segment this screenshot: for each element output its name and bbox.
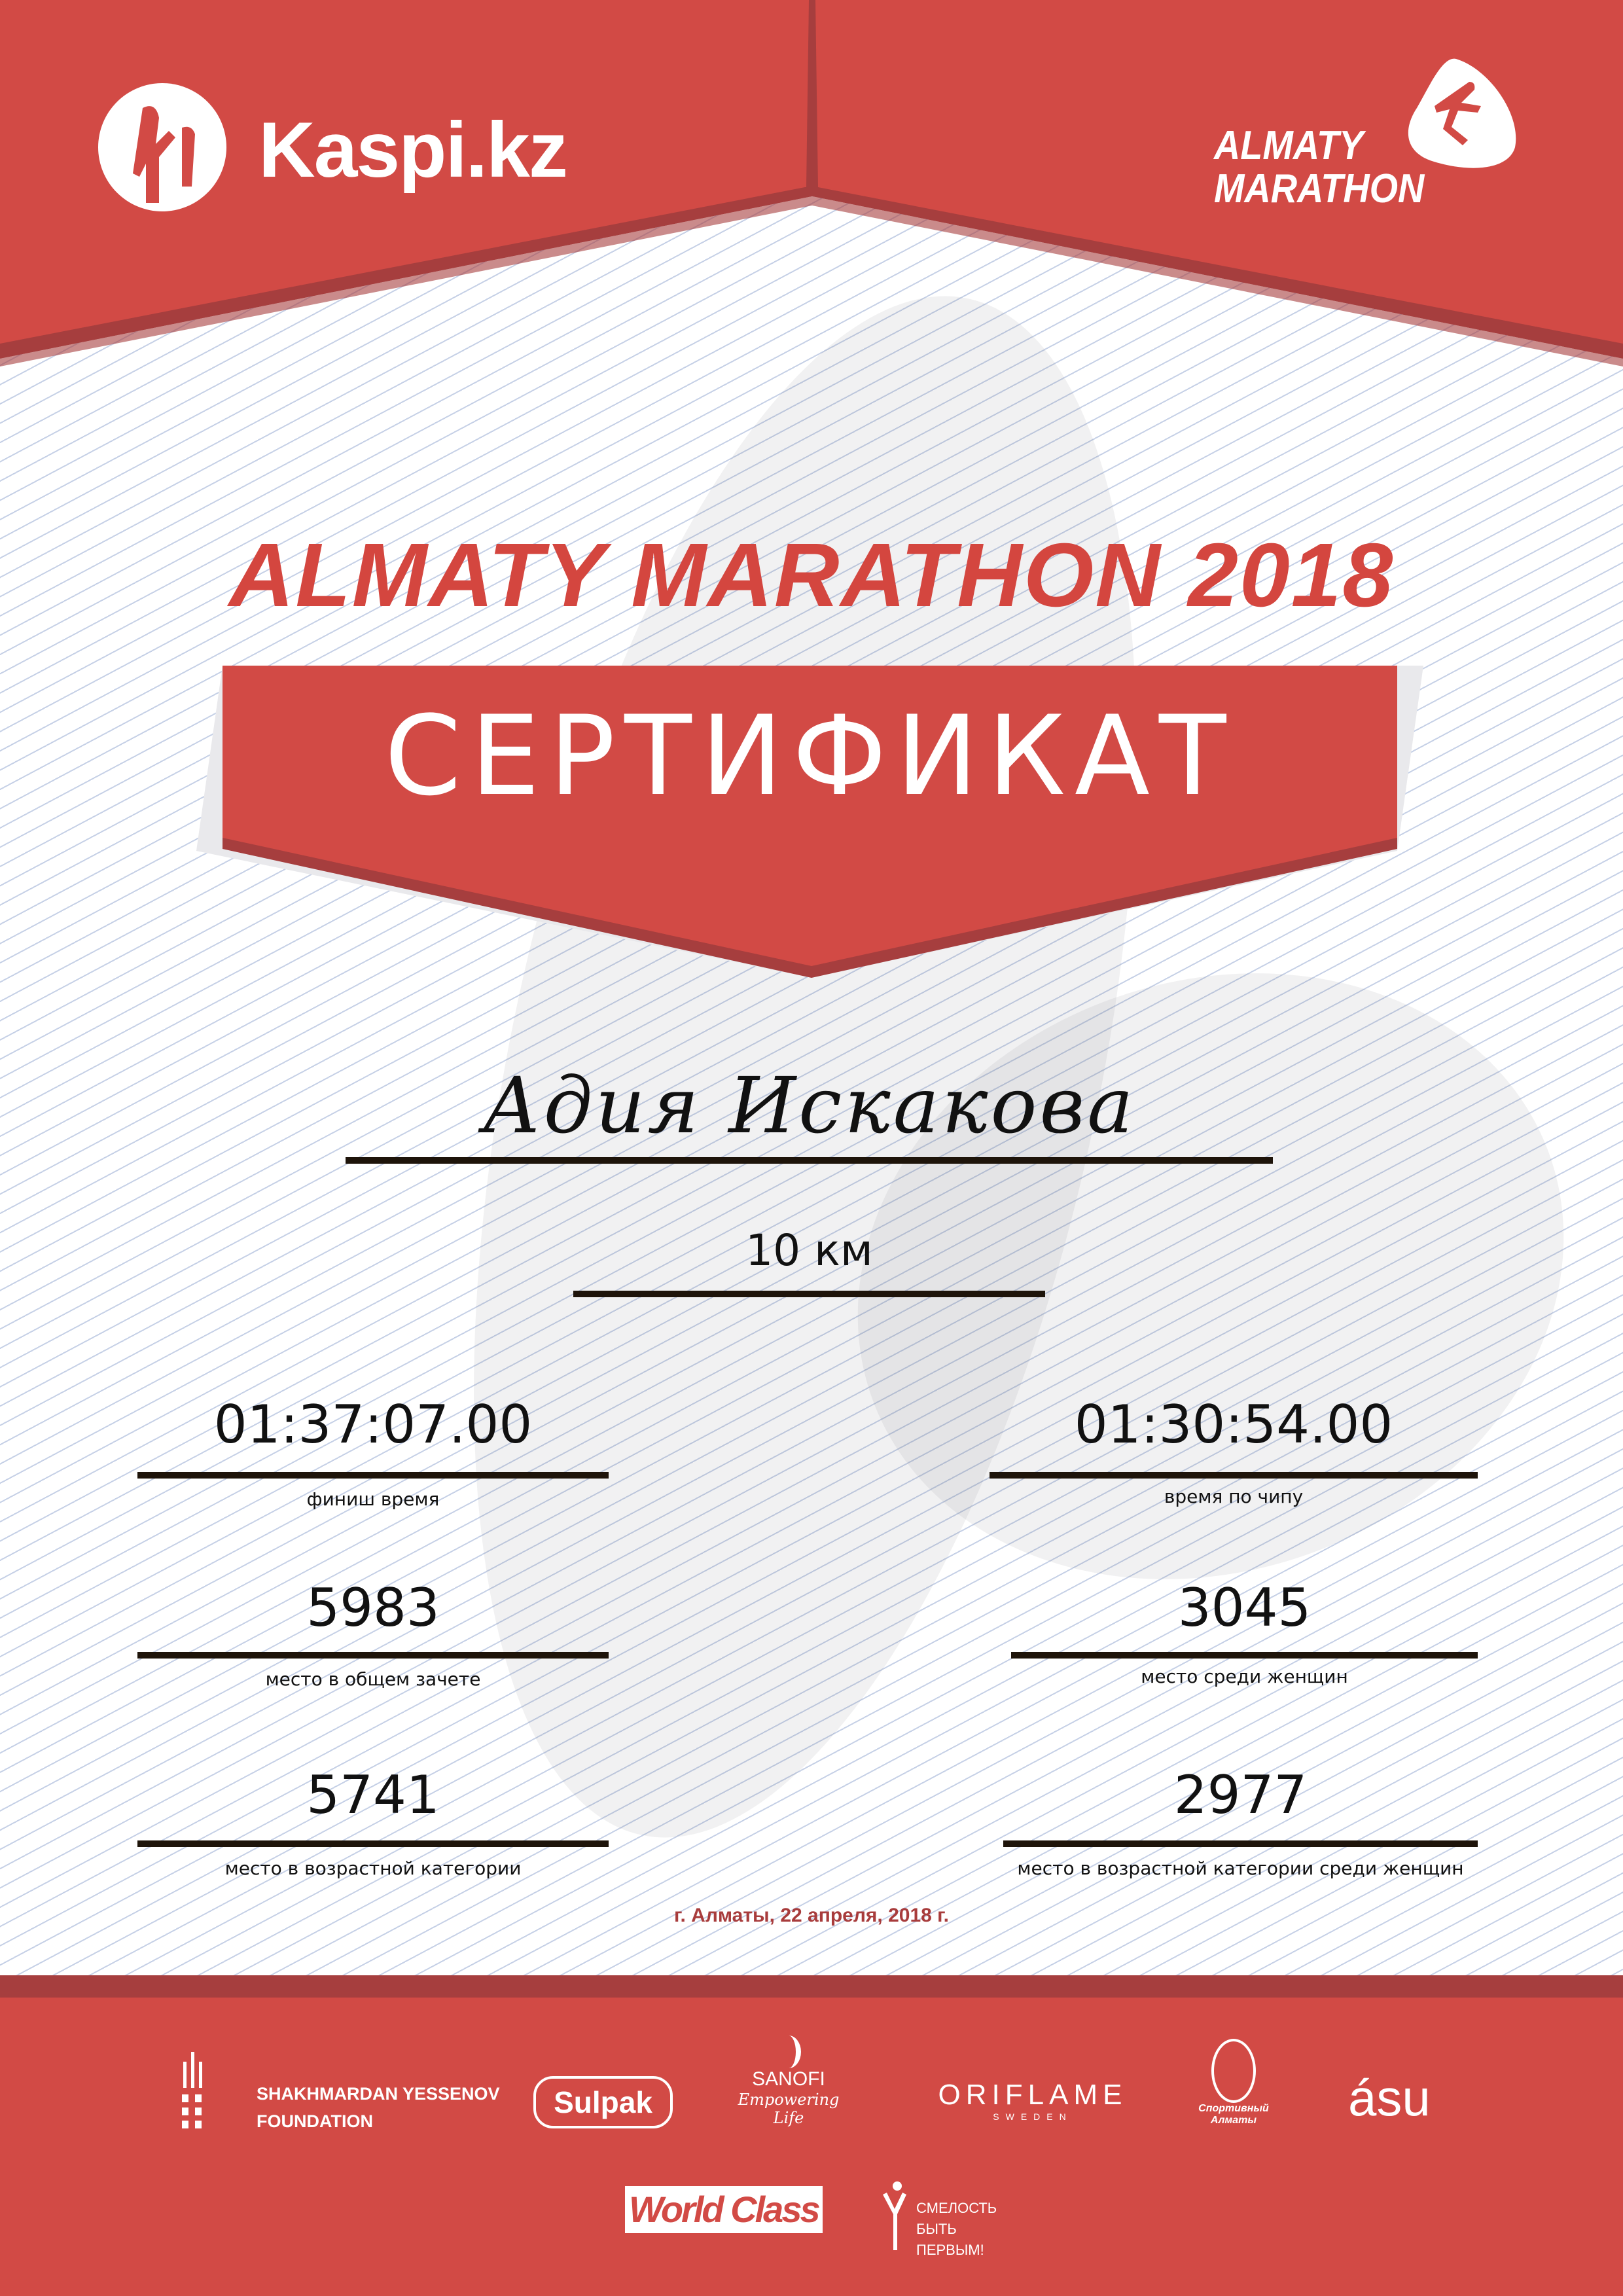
yessenov-line-1: SHAKHMARDAN YESSENOV bbox=[257, 2084, 500, 2104]
smelost-foundation-logo: СМЕЛОСТЬ БЫТЬ ПЕРВЫМ! bbox=[916, 2198, 997, 2261]
sport-almaty-emblem-icon bbox=[1211, 2039, 1256, 2103]
event-title: ALMATY MARATHON 2018 bbox=[228, 525, 1395, 626]
smelost-line-3: ПЕРВЫМ! bbox=[916, 2242, 984, 2258]
footer-band bbox=[0, 1975, 1623, 1999]
sulpak-logo: Sulpak bbox=[533, 2076, 673, 2128]
overall-place-underline bbox=[137, 1652, 609, 1659]
age-place-value: 5741 bbox=[306, 1765, 440, 1825]
age-women-place-label: место в возрастной категории среди женщи… bbox=[1017, 1857, 1464, 1879]
women-place-label: место среди женщин bbox=[1141, 1666, 1348, 1687]
chip-time-underline bbox=[990, 1472, 1478, 1479]
yessenov-logo-icon bbox=[182, 2052, 202, 2128]
distance: 10 км bbox=[745, 1225, 873, 1276]
yessenov-line-2: FOUNDATION bbox=[257, 2111, 373, 2131]
smelost-foundation-icon bbox=[883, 2181, 906, 2250]
finish-time-value: 01:37:07.00 bbox=[213, 1394, 533, 1455]
certificate-banner bbox=[196, 666, 1423, 978]
overall-place-value: 5983 bbox=[306, 1577, 440, 1638]
sanofi-tagline: Empowering Life bbox=[738, 2090, 840, 2127]
asu-logo: ásu bbox=[1348, 2069, 1431, 2126]
finish-time-label: финиш время bbox=[306, 1488, 440, 1510]
women-place-underline bbox=[1011, 1652, 1478, 1659]
oriflame-logo: ORIFLAME SWEDEN bbox=[925, 2079, 1141, 2122]
oriflame-sub: SWEDEN bbox=[993, 2111, 1073, 2122]
logo-line-1: ALMATY bbox=[1214, 123, 1364, 168]
almaty-marathon-logo-icon bbox=[1408, 58, 1516, 168]
almaty-marathon-logo: ALMATY MARATHON bbox=[1214, 124, 1424, 211]
finish-time-underline bbox=[137, 1472, 609, 1479]
name-underline bbox=[346, 1157, 1273, 1164]
yessenov-foundation-logo: SHAKHMARDAN YESSENOV FOUNDATION bbox=[257, 2080, 500, 2135]
date-line: г. Алматы, 22 апреля, 2018 г. bbox=[674, 1905, 949, 1926]
chip-time-value: 01:30:54.00 bbox=[1074, 1394, 1393, 1455]
sport-almaty-name: Спортивный Алматы bbox=[1198, 2103, 1269, 2126]
sponsors-footer bbox=[0, 1998, 1623, 2296]
overall-place-label: место в общем зачете bbox=[265, 1668, 481, 1690]
chip-time-label: время по чипу bbox=[1164, 1486, 1304, 1507]
women-place-value: 3045 bbox=[1177, 1577, 1311, 1638]
header-banner bbox=[0, 0, 1623, 367]
age-women-place-underline bbox=[1003, 1840, 1478, 1847]
smelost-line-1: СМЕЛОСТЬ bbox=[916, 2200, 997, 2216]
age-place-label: место в возрастной категории bbox=[224, 1857, 522, 1879]
sanofi-name: SANOFI bbox=[752, 2068, 825, 2090]
sanofi-bird-icon bbox=[776, 2036, 801, 2068]
distance-underline bbox=[573, 1291, 1045, 1297]
sport-almaty-logo: Спортивный Алматы bbox=[1198, 2039, 1270, 2126]
kaspi-logo-icon bbox=[98, 83, 226, 211]
smelost-line-2: БЫТЬ bbox=[916, 2221, 957, 2237]
sanofi-logo: SANOFI Empowering Life bbox=[726, 2036, 851, 2127]
oriflame-name: ORIFLAME bbox=[938, 2079, 1128, 2111]
certificate-heading: СЕРТИФИКАТ bbox=[384, 692, 1236, 820]
logo-line-2: MARATHON bbox=[1214, 166, 1425, 211]
kaspi-logo: Kaspi.kz bbox=[259, 106, 568, 194]
age-place-underline bbox=[137, 1840, 609, 1847]
worldclass-logo: World Class bbox=[625, 2186, 823, 2233]
participant-name: Адия Искакова bbox=[482, 1060, 1136, 1151]
age-women-place-value: 2977 bbox=[1173, 1765, 1308, 1825]
